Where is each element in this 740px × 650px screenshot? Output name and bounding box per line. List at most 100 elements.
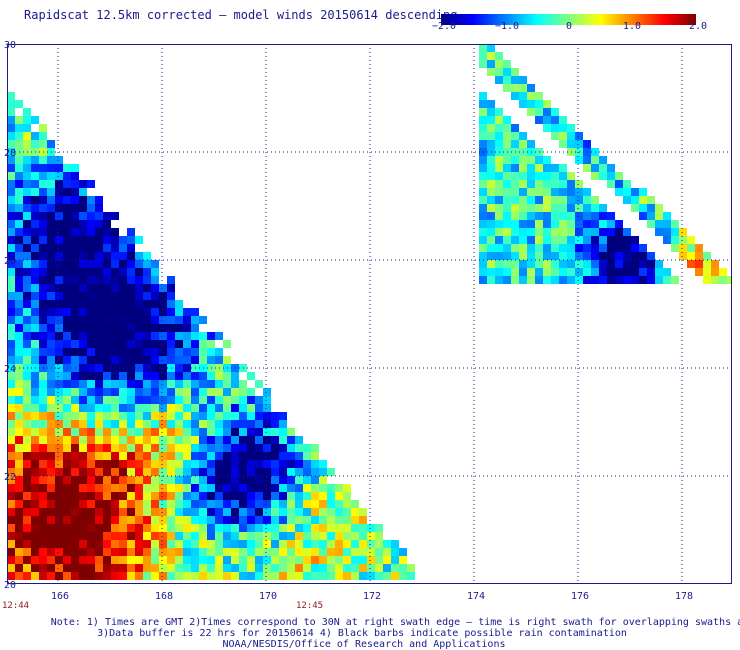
wind-difference-cell (567, 196, 575, 204)
wind-difference-cell (679, 236, 687, 244)
wind-difference-cell (367, 548, 375, 556)
wind-difference-cell (239, 508, 247, 516)
wind-difference-cell (599, 212, 607, 220)
wind-difference-cell (535, 116, 543, 124)
wind-difference-cell (591, 204, 599, 212)
wind-difference-cell (79, 316, 87, 324)
wind-difference-cell (191, 380, 199, 388)
wind-difference-cell (31, 348, 39, 356)
wind-difference-cell (239, 412, 247, 420)
wind-difference-cell (71, 484, 79, 492)
wind-difference-cell (39, 516, 47, 524)
wind-difference-cell (551, 108, 559, 116)
wind-difference-cell (183, 460, 191, 468)
wind-difference-cell (7, 332, 15, 340)
wind-difference-cell (231, 380, 239, 388)
wind-difference-cell (39, 308, 47, 316)
wind-difference-cell (207, 524, 215, 532)
wind-difference-cell (239, 516, 247, 524)
wind-difference-cell (7, 196, 15, 204)
wind-difference-cell (303, 500, 311, 508)
wind-difference-cell (247, 468, 255, 476)
wind-difference-cell (303, 492, 311, 500)
wind-difference-cell (23, 444, 31, 452)
wind-difference-cell (295, 468, 303, 476)
wind-difference-cell (175, 444, 183, 452)
wind-difference-cell (95, 452, 103, 460)
wind-difference-cell (543, 164, 551, 172)
wind-difference-cell (375, 548, 383, 556)
wind-difference-cell (295, 524, 303, 532)
wind-difference-cell (311, 516, 319, 524)
wind-difference-cell (31, 540, 39, 548)
wind-difference-cell (519, 132, 527, 140)
wind-difference-cell (487, 188, 495, 196)
colorbar (441, 10, 696, 25)
wind-difference-cell (119, 468, 127, 476)
wind-difference-cell (143, 548, 151, 556)
wind-difference-cell (615, 220, 623, 228)
wind-difference-cell (687, 260, 695, 268)
wind-difference-cell (247, 476, 255, 484)
wind-difference-cell (47, 508, 55, 516)
wind-difference-cell (399, 564, 407, 572)
wind-difference-cell (495, 244, 503, 252)
wind-difference-cell (207, 356, 215, 364)
wind-difference-cell (23, 460, 31, 468)
wind-difference-cell (175, 532, 183, 540)
wind-difference-cell (551, 116, 559, 124)
wind-difference-cell (95, 428, 103, 436)
wind-difference-cell (31, 212, 39, 220)
wind-difference-cell (47, 460, 55, 468)
wind-difference-cell (503, 244, 511, 252)
wind-difference-cell (151, 284, 159, 292)
wind-difference-cell (327, 492, 335, 500)
wind-difference-cell (255, 524, 263, 532)
wind-difference-cell (7, 564, 15, 572)
wind-difference-cell (215, 420, 223, 428)
wind-difference-cell (167, 420, 175, 428)
wind-difference-cell (535, 172, 543, 180)
wind-difference-cell (271, 444, 279, 452)
wind-difference-cell (23, 268, 31, 276)
wind-difference-cell (311, 484, 319, 492)
wind-difference-cell (359, 572, 367, 580)
wind-difference-cell (247, 516, 255, 524)
wind-difference-cell (7, 340, 15, 348)
wind-difference-map (7, 43, 735, 585)
wind-difference-cell (599, 220, 607, 228)
wind-difference-cell (207, 468, 215, 476)
wind-difference-cell (519, 84, 527, 92)
wind-difference-cell (543, 108, 551, 116)
wind-difference-cell (199, 556, 207, 564)
wind-difference-cell (7, 396, 15, 404)
wind-difference-cell (591, 252, 599, 260)
wind-difference-cell (583, 188, 591, 196)
wind-difference-cell (183, 316, 191, 324)
wind-difference-cell (167, 548, 175, 556)
wind-difference-cell (527, 252, 535, 260)
wind-difference-cell (191, 572, 199, 580)
wind-difference-cell (31, 436, 39, 444)
wind-difference-cell (231, 484, 239, 492)
wind-difference-cell (47, 484, 55, 492)
wind-difference-cell (223, 540, 231, 548)
wind-difference-cell (15, 220, 23, 228)
wind-difference-cell (183, 348, 191, 356)
wind-difference-cell (31, 228, 39, 236)
wind-difference-cell (151, 372, 159, 380)
wind-difference-cell (615, 260, 623, 268)
wind-difference-cell (95, 308, 103, 316)
wind-difference-cell (207, 540, 215, 548)
wind-difference-cell (55, 268, 63, 276)
wind-difference-cell (479, 244, 487, 252)
wind-difference-cell (583, 228, 591, 236)
wind-difference-cell (23, 284, 31, 292)
wind-difference-cell (111, 268, 119, 276)
wind-difference-cell (399, 548, 407, 556)
wind-difference-cell (55, 436, 63, 444)
wind-difference-cell (279, 548, 287, 556)
wind-difference-cell (7, 516, 15, 524)
wind-difference-cell (511, 204, 519, 212)
wind-difference-cell (647, 268, 655, 276)
